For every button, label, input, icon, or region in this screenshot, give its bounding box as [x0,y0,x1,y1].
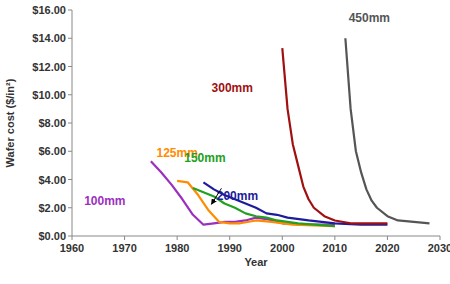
series-line [345,38,429,223]
y-tick-label: $12.00 [32,61,66,73]
series-line [151,161,335,225]
x-tick-label: 1980 [165,242,189,254]
x-tick [334,236,335,240]
series-line [203,182,387,224]
y-tick-label: $6.00 [38,145,66,157]
label-arrow [211,188,221,204]
y-tick-label: $14.00 [32,32,66,44]
x-tick-label: 2000 [270,242,294,254]
series-label: 200mm [217,189,258,203]
x-tick [387,236,388,240]
chart: $0.00 $2.00 $4.00 $6.00 $8.00 $10.00 $12.00 $14… [0,0,450,284]
y-tick-label: $10.00 [32,89,66,101]
x-tick-label: 1990 [217,242,241,254]
x-tick-label: 1960 [60,242,84,254]
y-tick-label: $0.00 [38,230,66,242]
y-tick [68,66,72,67]
x-tick-label: 2030 [428,242,450,254]
y-tick-label: $8.00 [38,117,66,129]
y-axis [72,10,73,236]
x-tick [177,236,178,240]
x-tick [72,236,73,240]
y-tick-label: $4.00 [38,174,66,186]
y-tick [68,207,72,208]
y-tick [68,151,72,152]
x-tick [282,236,283,240]
y-tick [68,179,72,180]
x-tick-label: 2010 [323,242,347,254]
x-axis-label: Year [244,256,268,268]
series-label: 450mm [349,11,390,25]
x-axis [72,236,440,237]
y-tick [68,38,72,39]
series-line [282,48,387,223]
series-label: 300mm [212,81,253,95]
y-tick-label: $2.00 [38,202,66,214]
x-tick [124,236,125,240]
plot-area [151,38,430,226]
y-tick [68,10,72,11]
y-tick [68,94,72,95]
series-label: 150mm [184,151,225,165]
y-tick-label: $16.00 [32,4,66,16]
x-tick [440,236,441,240]
series-label: 100mm [84,194,125,208]
x-tick-label: 1970 [112,242,136,254]
y-axis-label: Wafer cost ($/in²) [4,78,16,167]
x-tick [229,236,230,240]
x-tick-label: 2020 [375,242,399,254]
y-tick [68,236,72,237]
y-tick [68,123,72,124]
